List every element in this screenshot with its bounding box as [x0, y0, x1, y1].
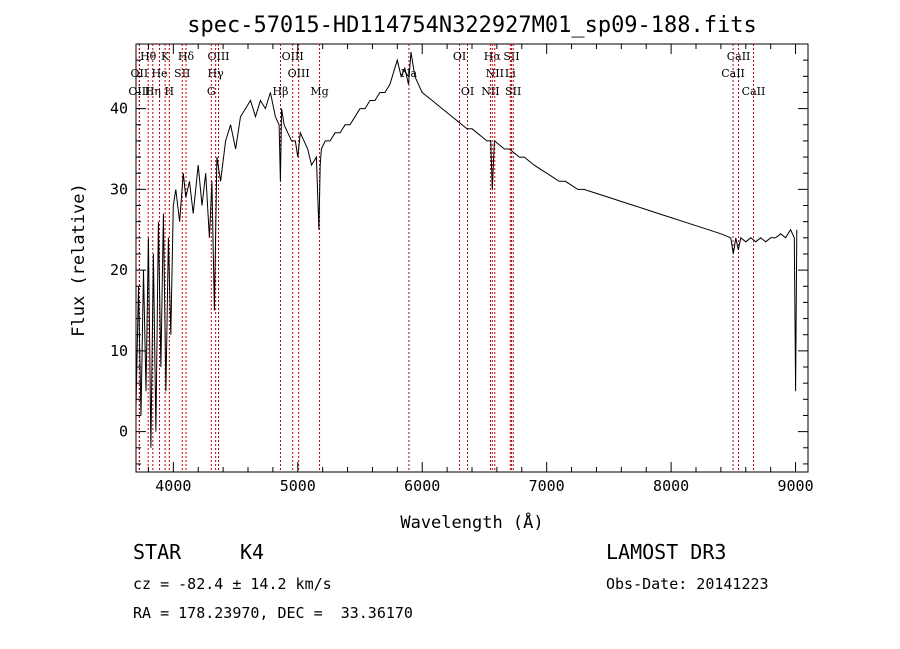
y-tick-label: 0 [119, 423, 128, 441]
spectral-line-label: Hγ [208, 67, 225, 80]
spectral-line-label: K [161, 50, 170, 63]
observation-date: Obs-Date: 20141223 [606, 575, 769, 593]
spectral-line-label: Li [505, 67, 516, 80]
spectral-line-label: CaII [742, 85, 766, 98]
spectral-line-label: OI [461, 85, 474, 98]
x-tick-label: 7000 [529, 477, 565, 495]
object-subclass: K4 [240, 540, 265, 564]
chart-title: spec-57015-HD114754N322927M01_sp09-188.f… [187, 13, 757, 38]
spectral-line-label: OIII [207, 50, 229, 63]
spectral-line-label: CaII [721, 67, 745, 80]
x-axis-label: Wavelength (Å) [400, 511, 543, 533]
y-tick-label: 30 [110, 180, 128, 198]
spectral-line-label: He [151, 67, 167, 80]
y-tick-label: 10 [110, 342, 128, 360]
y-tick-label: 20 [110, 261, 128, 279]
spectral-line-label: NII [486, 67, 504, 80]
spectral-line-label: SII [174, 67, 190, 80]
spectral-line-label: OI [453, 50, 466, 63]
spectral-line-label: SII [505, 85, 521, 98]
y-tick-label: 40 [110, 100, 128, 118]
spectral-line-label: Hα [484, 50, 502, 63]
x-tick-label: 8000 [653, 477, 689, 495]
spectral-line-label: H [165, 85, 175, 98]
x-tick-label: 6000 [404, 477, 440, 495]
spectral-line-label: SII [503, 50, 519, 63]
object-class: STAR [133, 540, 182, 564]
y-axis-label: Flux (relative) [69, 183, 89, 337]
survey-name: LAMOST DR3 [606, 540, 727, 564]
spectral-line-label: OIII [282, 50, 304, 63]
spectral-line-label: NII [481, 85, 499, 98]
spectrum-series-line [135, 52, 798, 448]
x-tick-label: 4000 [155, 477, 191, 495]
spectral-line-label: Mg [310, 85, 328, 98]
spectral-line-label: OIII [288, 67, 310, 80]
x-tick-label: 9000 [777, 477, 813, 495]
spectral-line-label: CaII [727, 50, 751, 63]
spectral-line-label: Hβ [273, 85, 289, 98]
redshift-velocity: cz = -82.4 ± 14.2 km/s [133, 575, 332, 593]
spectral-line-label: Hη [145, 85, 161, 98]
spectral-line-label: G [207, 85, 216, 98]
spectral-line-label: Hθ [140, 50, 157, 63]
spectral-line-label: OIII [128, 85, 150, 98]
plot-frame [135, 43, 809, 473]
spectral-line-label: Hδ [178, 50, 195, 63]
x-tick-label: 5000 [280, 477, 316, 495]
coordinates: RA = 178.23970, DEC = 33.36170 [133, 604, 413, 622]
